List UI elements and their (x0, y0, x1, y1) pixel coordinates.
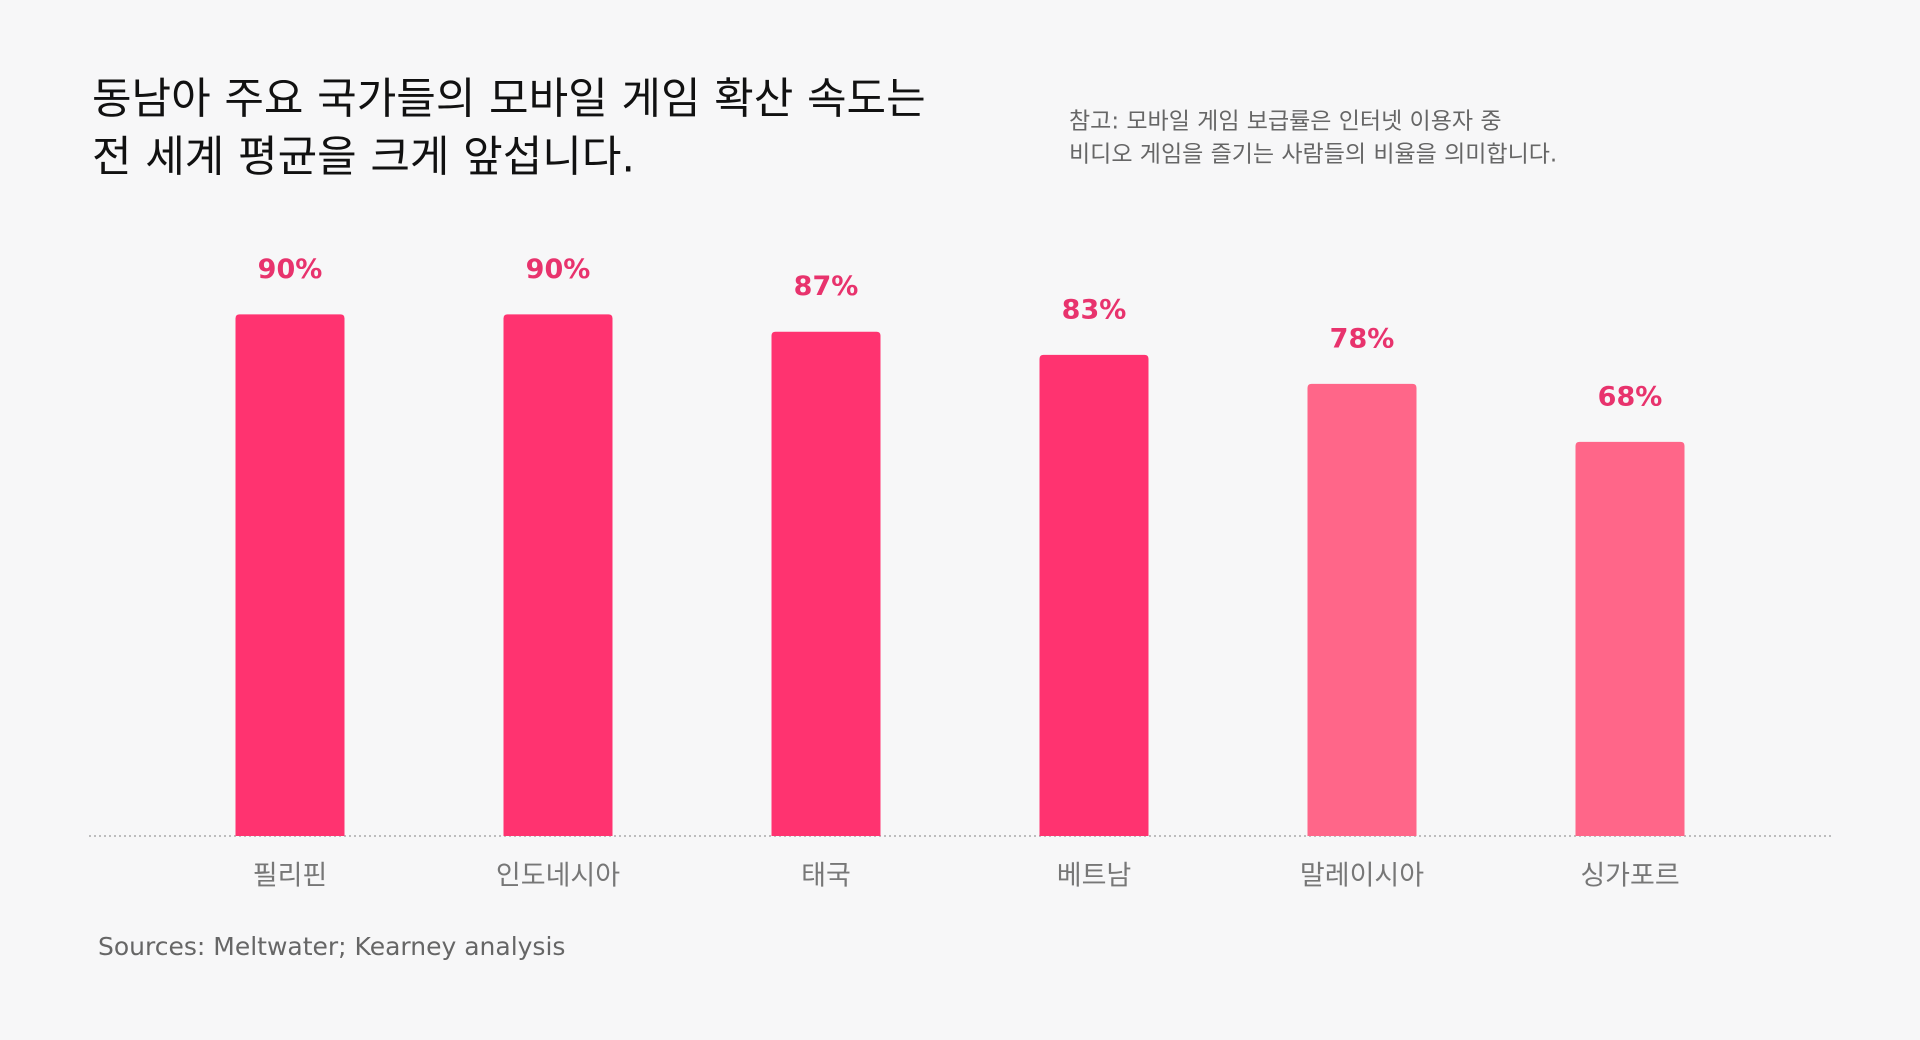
value-label: 90% (258, 254, 323, 285)
x-tick-label: 인도네시아 (496, 861, 620, 892)
note: 참고: 모바일 게임 보급률은 인터넷 이용자 중 (1069, 109, 1502, 135)
value-label: 87% (794, 271, 859, 302)
bar (503, 314, 613, 836)
note: 비디오 게임을 즐기는 사람들의 비율을 의미합니다. (1069, 142, 1557, 168)
x-tick-label: 싱가포르 (1580, 861, 1679, 892)
value-label: 78% (1330, 323, 1395, 354)
x-tick-label: 필리핀 (253, 861, 328, 892)
chart-title: 동남아 주요 국가들의 모바일 게임 확산 속도는 (92, 75, 926, 125)
bar (1575, 441, 1685, 836)
x-tick-label: 베트남 (1057, 861, 1132, 892)
bar (1039, 354, 1149, 836)
value-label: 68% (1598, 381, 1663, 412)
bar (235, 314, 345, 836)
x-tick-label: 말레이시아 (1300, 861, 1424, 892)
bar (771, 331, 881, 836)
source: Sources: Meltwater; Kearney analysis (98, 932, 565, 961)
bar (1307, 383, 1417, 836)
x-tick-label: 태국 (801, 861, 851, 892)
chart-title: 전 세계 평균을 크게 앞섭니다. (92, 133, 635, 183)
value-label: 90% (526, 254, 591, 285)
value-label: 83% (1062, 294, 1127, 325)
